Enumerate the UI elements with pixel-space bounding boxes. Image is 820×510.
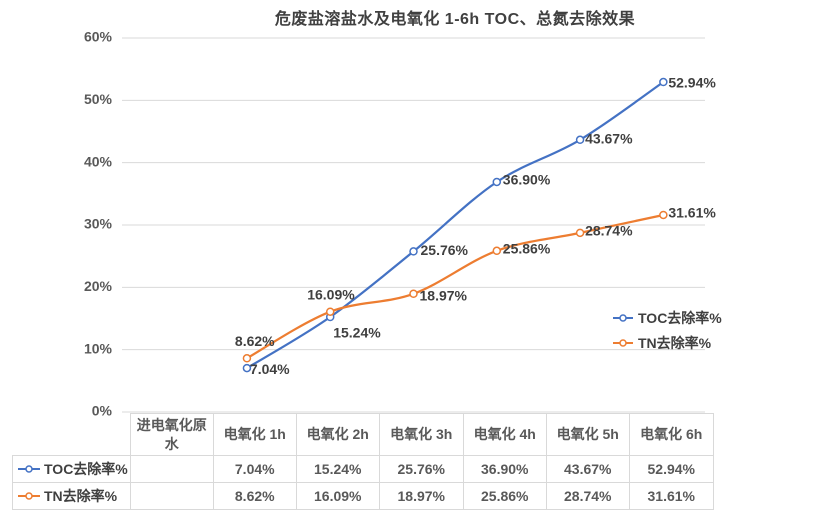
series-row-label-tn: TN去除率% — [12, 482, 131, 510]
tn-data-point-marker — [575, 228, 585, 238]
table-value-cell: 7.04% — [212, 455, 297, 483]
table-header-cell: 电氧化 3h — [378, 413, 464, 456]
table-value-cell: 25.76% — [378, 455, 464, 483]
table-header-cell: 电氧化 6h — [628, 413, 714, 456]
table-row-toc: TOC去除率% 7.04% 15.24% 25.76% 36.90% 43.67% 52.9… — [12, 455, 714, 483]
table-value-cell: 8.62% — [212, 482, 297, 510]
tn-series-marker-icon — [613, 339, 633, 347]
tn-data-point-marker — [409, 289, 418, 299]
table-value-cell: 25.86% — [462, 482, 547, 510]
tn-data-point-label: 28.74% — [585, 223, 633, 239]
toc-series-marker-icon — [613, 314, 633, 322]
table-value-cell — [129, 482, 214, 510]
legend-label-toc: TOC去除率% — [638, 310, 722, 326]
table-header-row: 进电氧化原水 电氧化 1h 电氧化 2h 电氧化 3h 电氧化 4h 电氧化 5h 电氧化 … — [13, 413, 714, 456]
tn-series-line — [246, 213, 664, 360]
table-value-cell: 43.67% — [545, 455, 630, 483]
legend-item-tn: TN去除率% — [613, 333, 722, 353]
chart-data-table: 进电氧化原水 电氧化 1h 电氧化 2h 电氧化 3h 电氧化 4h 电氧化 5h 电氧化 … — [12, 413, 714, 510]
tn-data-point-label: 8.62% — [235, 333, 275, 349]
table-corner-cell — [13, 414, 131, 456]
toc-data-point-marker — [242, 363, 252, 373]
tn-data-point-marker — [325, 307, 335, 316]
tn-data-point-label: 25.86% — [503, 241, 551, 257]
series-row-label-text: TOC去除率% — [44, 460, 128, 477]
tn-data-point-label: 31.61% — [668, 205, 716, 221]
toc-data-point-marker — [492, 177, 502, 187]
y-axis-tick-label: 40% — [84, 153, 113, 169]
toc-data-point-marker — [575, 135, 585, 145]
tn-data-point-label: 16.09% — [307, 286, 355, 302]
table-row-tn: TN去除率% 8.62% 16.09% 18.97% 25.86% 28.74% 31.61… — [12, 482, 714, 510]
toc-data-point-label: 52.94% — [668, 75, 716, 91]
table-value-cell: 28.74% — [545, 482, 630, 510]
table-value-cell — [129, 455, 214, 483]
toc-data-point-label: 15.24% — [333, 325, 381, 341]
legend-item-toc: TOC去除率% — [613, 308, 722, 328]
tn-data-point-marker — [242, 354, 252, 363]
tn-data-point-marker — [492, 246, 502, 256]
table-value-cell: 15.24% — [295, 455, 380, 483]
toc-data-point-marker — [409, 247, 418, 256]
legend-label-tn: TN去除率% — [638, 335, 712, 351]
toc-series-marker-icon — [18, 465, 40, 473]
y-axis-tick-label: 30% — [84, 216, 113, 232]
tn-series-marker-icon — [18, 492, 40, 500]
table-value-cell: 31.61% — [628, 482, 714, 510]
y-axis-tick-label: 50% — [84, 91, 113, 107]
series-row-label-text: TN去除率% — [44, 487, 118, 504]
toc-series-line — [246, 81, 665, 370]
table-value-cell: 36.90% — [462, 455, 547, 483]
toc-data-point-label: 7.04% — [250, 361, 290, 377]
table-header-cell: 电氧化 1h — [212, 413, 297, 456]
legend: TOC去除率% TN去除率% — [613, 308, 722, 353]
toc-data-point-marker — [659, 77, 668, 87]
table-value-cell: 16.09% — [295, 482, 380, 510]
tn-data-point-label: 18.97% — [420, 287, 468, 303]
y-axis-tick-label: 60% — [84, 29, 113, 45]
table-header-cell: 电氧化 2h — [295, 413, 380, 456]
table-header-cell: 进电氧化原水 — [129, 413, 214, 456]
toc-data-point-label: 25.76% — [421, 242, 469, 258]
table-value-cell: 52.94% — [628, 455, 714, 483]
series-row-label-toc: TOC去除率% — [12, 455, 131, 483]
toc-data-point-label: 36.90% — [503, 172, 551, 188]
tn-data-point-marker — [659, 210, 668, 220]
y-axis-tick-label: 0% — [92, 403, 113, 419]
table-header-cell: 电氧化 4h — [462, 413, 547, 456]
toc-data-point-label: 43.67% — [585, 130, 633, 146]
table-header-cell: 电氧化 5h — [545, 413, 630, 456]
chart-title: 危废盐溶盐水及电氧化 1-6h TOC、总氮去除效果 — [274, 11, 636, 28]
table-value-cell: 18.97% — [378, 482, 464, 510]
y-axis-tick-label: 10% — [84, 340, 113, 356]
y-axis-tick-label: 20% — [84, 278, 113, 294]
